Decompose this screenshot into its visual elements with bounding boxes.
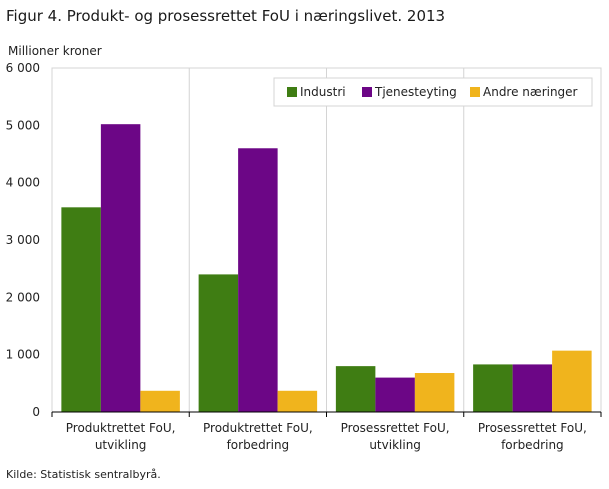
bars xyxy=(61,124,592,412)
bar-andre-naeringer-3 xyxy=(414,373,455,412)
legend-label: Industri xyxy=(300,85,346,99)
bar-industri-4 xyxy=(473,364,513,412)
bar-tjenesteyting-2 xyxy=(238,148,278,412)
x-tick-label: Produktrettet FoU, utvikling xyxy=(66,421,176,452)
bar-industri-2 xyxy=(198,274,239,412)
x-tick-label: Prosessrettet FoU, utvikling xyxy=(341,421,450,452)
bar-andre-naeringer-2 xyxy=(277,390,318,412)
bar-industri-3 xyxy=(335,366,376,412)
y-tick-label: 5 000 xyxy=(6,118,40,132)
bar-andre-naeringer-4 xyxy=(552,350,592,412)
legend: Industri Tjenesteyting Andre næringer xyxy=(273,77,593,107)
axes xyxy=(51,411,602,417)
x-tick-label: Produktrettet FoU, forbedring xyxy=(203,421,313,452)
legend-swatch xyxy=(362,87,372,97)
y-tick-labels: 0 1 000 2 000 3 000 4 000 5 000 6 000 xyxy=(6,61,40,419)
legend-label: Andre næringer xyxy=(483,85,578,99)
y-tick-label: 3 000 xyxy=(6,233,40,247)
legend-label: Tjenesteyting xyxy=(374,85,457,99)
y-tick-label: 6 000 xyxy=(6,61,40,75)
bar-tjenesteyting-4 xyxy=(512,364,553,412)
bar-andre-naeringer-1 xyxy=(140,390,180,412)
y-tick-label: 4 000 xyxy=(6,176,40,190)
y-tick-label: 2 000 xyxy=(6,290,40,304)
y-tick-label: 1 000 xyxy=(6,348,40,362)
bar-tjenesteyting-1 xyxy=(100,124,141,412)
figure-title: Figur 4. Produkt- og prosessrettet FoU i… xyxy=(6,7,446,25)
legend-swatch xyxy=(287,87,297,97)
y-tick-label: 0 xyxy=(32,405,40,419)
bar-industri-1 xyxy=(61,207,101,412)
legend-swatch xyxy=(470,87,480,97)
y-axis-label: Millioner kroner xyxy=(8,44,102,58)
source-note: Kilde: Statistisk sentralbyrå. xyxy=(6,468,161,481)
legend-box xyxy=(273,77,593,107)
x-tick-labels: Produktrettet FoU, utvikling Produktrettet… xyxy=(66,421,587,452)
x-tick-label: Prosessrettet FoU, forbedring xyxy=(478,421,587,452)
gridlines xyxy=(188,68,465,412)
bar-tjenesteyting-3 xyxy=(375,377,415,412)
